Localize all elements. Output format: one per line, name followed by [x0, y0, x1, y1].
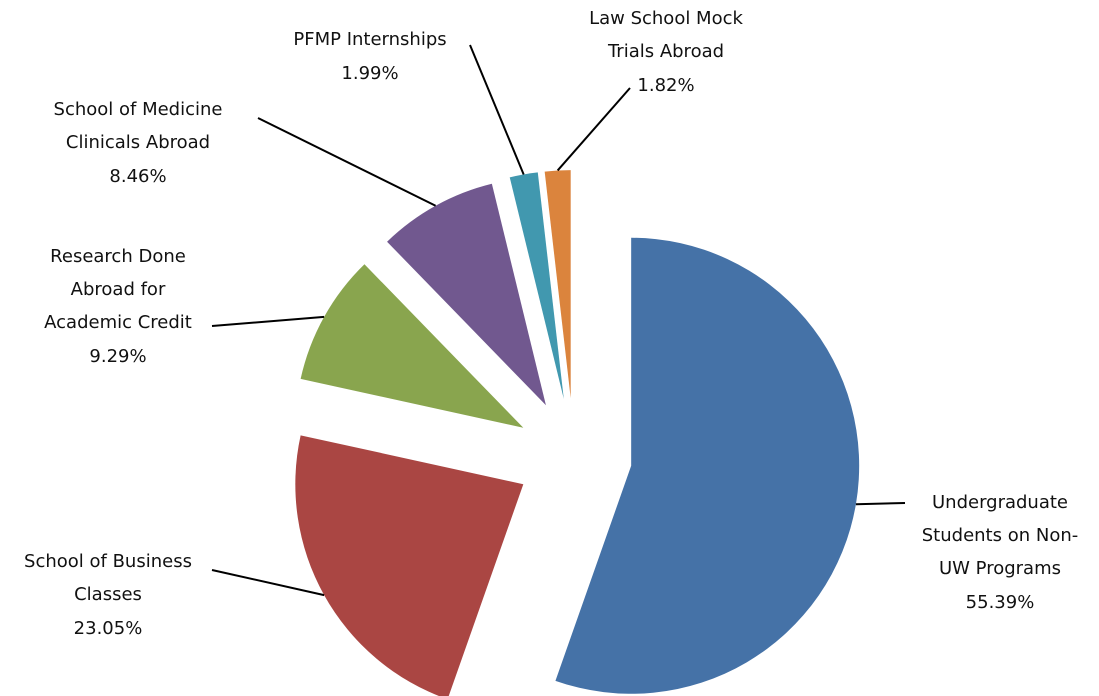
leader-line [211, 569, 325, 597]
slice-label: School of Business [24, 551, 192, 572]
slice-value-label: 1.82% [637, 75, 694, 96]
slice-label: Law School Mock [589, 8, 743, 29]
slice-value-label: 1.99% [341, 63, 398, 84]
pie-slice [544, 170, 571, 399]
slice-label: Clinicals Abroad [66, 132, 210, 153]
pie-slice [555, 237, 860, 694]
slice-label: Students on Non- [922, 525, 1078, 546]
slice-value-label: 8.46% [109, 166, 166, 187]
slice-label: UW Programs [939, 558, 1061, 579]
pie-slice [387, 183, 546, 406]
slice-label: Abroad for [71, 279, 166, 300]
slice-label: PFMP Internships [293, 29, 446, 50]
slice-label: Research Done [50, 246, 186, 267]
slice-label: Classes [74, 584, 142, 605]
slice-label: Academic Credit [44, 312, 192, 333]
slice-label: School of Medicine [54, 99, 223, 120]
leader-line [556, 87, 631, 172]
pie-slice [295, 435, 524, 696]
pie-slice [300, 264, 524, 428]
leader-line [469, 44, 525, 175]
pie-slice [509, 172, 564, 399]
leader-line [211, 315, 325, 327]
leader-line [855, 502, 906, 506]
leader-line [257, 117, 437, 207]
slice-value-label: 23.05% [74, 618, 143, 639]
slice-value-label: 9.29% [89, 346, 146, 367]
slice-label: Undergraduate [932, 492, 1068, 513]
slice-value-label: 55.39% [966, 592, 1035, 613]
slice-label: Trials Abroad [607, 41, 724, 62]
